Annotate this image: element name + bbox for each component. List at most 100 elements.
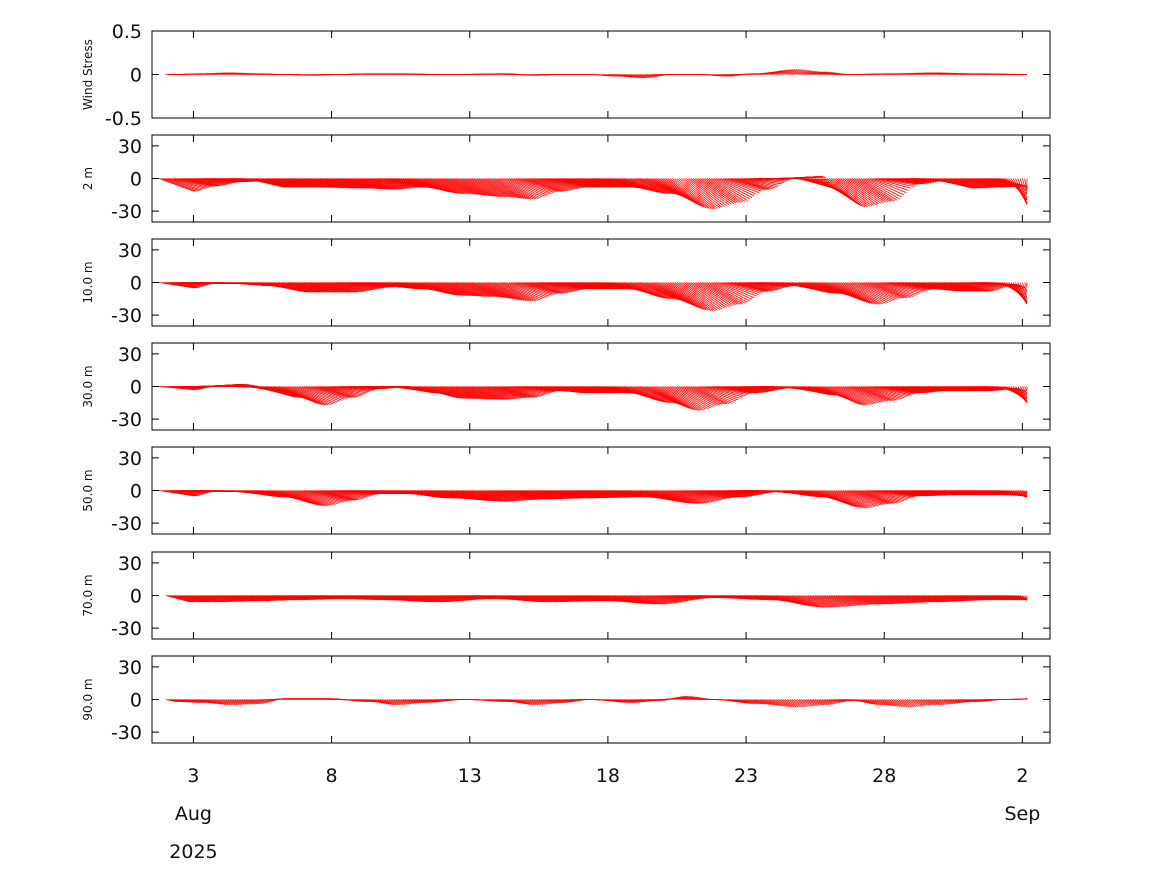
stick-vector [591, 178, 628, 188]
stick-vector [423, 699, 435, 703]
stick-vector [534, 699, 546, 705]
stick-vector [483, 490, 520, 502]
stick-vector [478, 282, 516, 300]
stick-vector [437, 282, 474, 297]
stick-vector [637, 74, 648, 79]
stick-vector [329, 178, 366, 189]
stick-vector [564, 490, 601, 499]
stick-vector [808, 71, 819, 75]
stick-vector [292, 490, 329, 506]
stick-vector [1010, 490, 1028, 498]
stick-vector [490, 386, 527, 399]
stick-vector [195, 699, 207, 704]
stick-vector [907, 699, 919, 707]
stick-vector [441, 386, 479, 400]
stick-vector [642, 595, 668, 605]
stick-vector [964, 282, 1001, 290]
stick-vector [877, 178, 914, 187]
stick-vector [211, 595, 237, 602]
stick-vector [543, 595, 569, 603]
stick-vector [197, 699, 210, 704]
stick-vector [278, 178, 315, 188]
stick-vector [727, 386, 764, 393]
panel-7-sticks [165, 695, 1028, 708]
y-tick-label: -30 [111, 201, 142, 223]
stick-vector [865, 699, 878, 706]
stick-vector [870, 699, 882, 706]
month-label: Sep [1004, 803, 1040, 825]
stick-vector [697, 282, 734, 306]
stick-vector [819, 699, 831, 706]
stick-vector [481, 178, 518, 199]
stick-vector [681, 178, 718, 209]
stick-vector [812, 699, 825, 706]
stick-vector [462, 178, 499, 198]
stick-vector [375, 178, 412, 189]
stick-vector [188, 595, 214, 603]
stick-vector [649, 386, 686, 407]
stick-vector [333, 282, 370, 291]
stick-vector [511, 595, 537, 602]
stick-vector [676, 490, 714, 503]
stick-vector [377, 178, 414, 189]
stick-vector [699, 282, 737, 306]
stick-vector [828, 386, 866, 406]
stick-vector [727, 282, 764, 293]
stick-vector [310, 490, 347, 502]
stick-vector [435, 386, 472, 399]
stick-vector [177, 595, 203, 603]
stick-vector [566, 699, 578, 702]
stick-vector [688, 490, 725, 500]
stick-vector [331, 282, 368, 292]
stick-vector [745, 699, 758, 705]
stick-vector [669, 282, 707, 311]
stick-vector [421, 178, 458, 194]
stick-vector [748, 699, 760, 705]
stick-vector [1019, 282, 1028, 299]
stick-vector [333, 386, 370, 393]
stick-vector [255, 178, 292, 188]
stick-vector [660, 386, 698, 411]
stick-vector [828, 282, 866, 302]
stick-vector [939, 282, 976, 292]
stick-vector [414, 699, 426, 704]
stick-vector [221, 72, 231, 75]
stick-vector [734, 178, 771, 190]
stick-vector [828, 490, 866, 509]
stick-vector [870, 178, 907, 194]
stick-vector [313, 386, 350, 399]
stick-vector [349, 178, 387, 190]
stick-vector [605, 595, 631, 603]
stick-vector [550, 490, 587, 499]
stick-vector [633, 699, 645, 703]
stick-vector [699, 386, 737, 402]
stick-vector [920, 595, 947, 603]
stick-vector [842, 490, 879, 507]
stick-vector [847, 490, 884, 506]
stick-vector [280, 490, 318, 506]
stick-vector [904, 595, 930, 603]
stick-vector [891, 282, 928, 291]
stick-vector [580, 178, 617, 188]
stick-vector [483, 178, 520, 199]
stick-vector [930, 282, 967, 292]
stick-vector [324, 490, 361, 500]
stick-vector [168, 595, 194, 603]
stick-vector [890, 699, 903, 708]
stick-vector [637, 178, 674, 195]
stick-vector [817, 699, 829, 706]
stick-vector [531, 595, 557, 603]
stick-vector [646, 490, 684, 503]
stick-vector [186, 699, 198, 703]
stick-vector [432, 282, 469, 296]
stick-vector [524, 699, 537, 706]
stick-vector [490, 178, 527, 200]
stick-vector [524, 178, 562, 192]
stick-vector [623, 178, 661, 193]
stick-vector [559, 282, 596, 290]
stick-vector [623, 595, 650, 605]
stick-vector [453, 490, 490, 502]
stick-vector [665, 490, 702, 504]
stick-vector [412, 490, 449, 499]
stick-vector [713, 386, 750, 395]
